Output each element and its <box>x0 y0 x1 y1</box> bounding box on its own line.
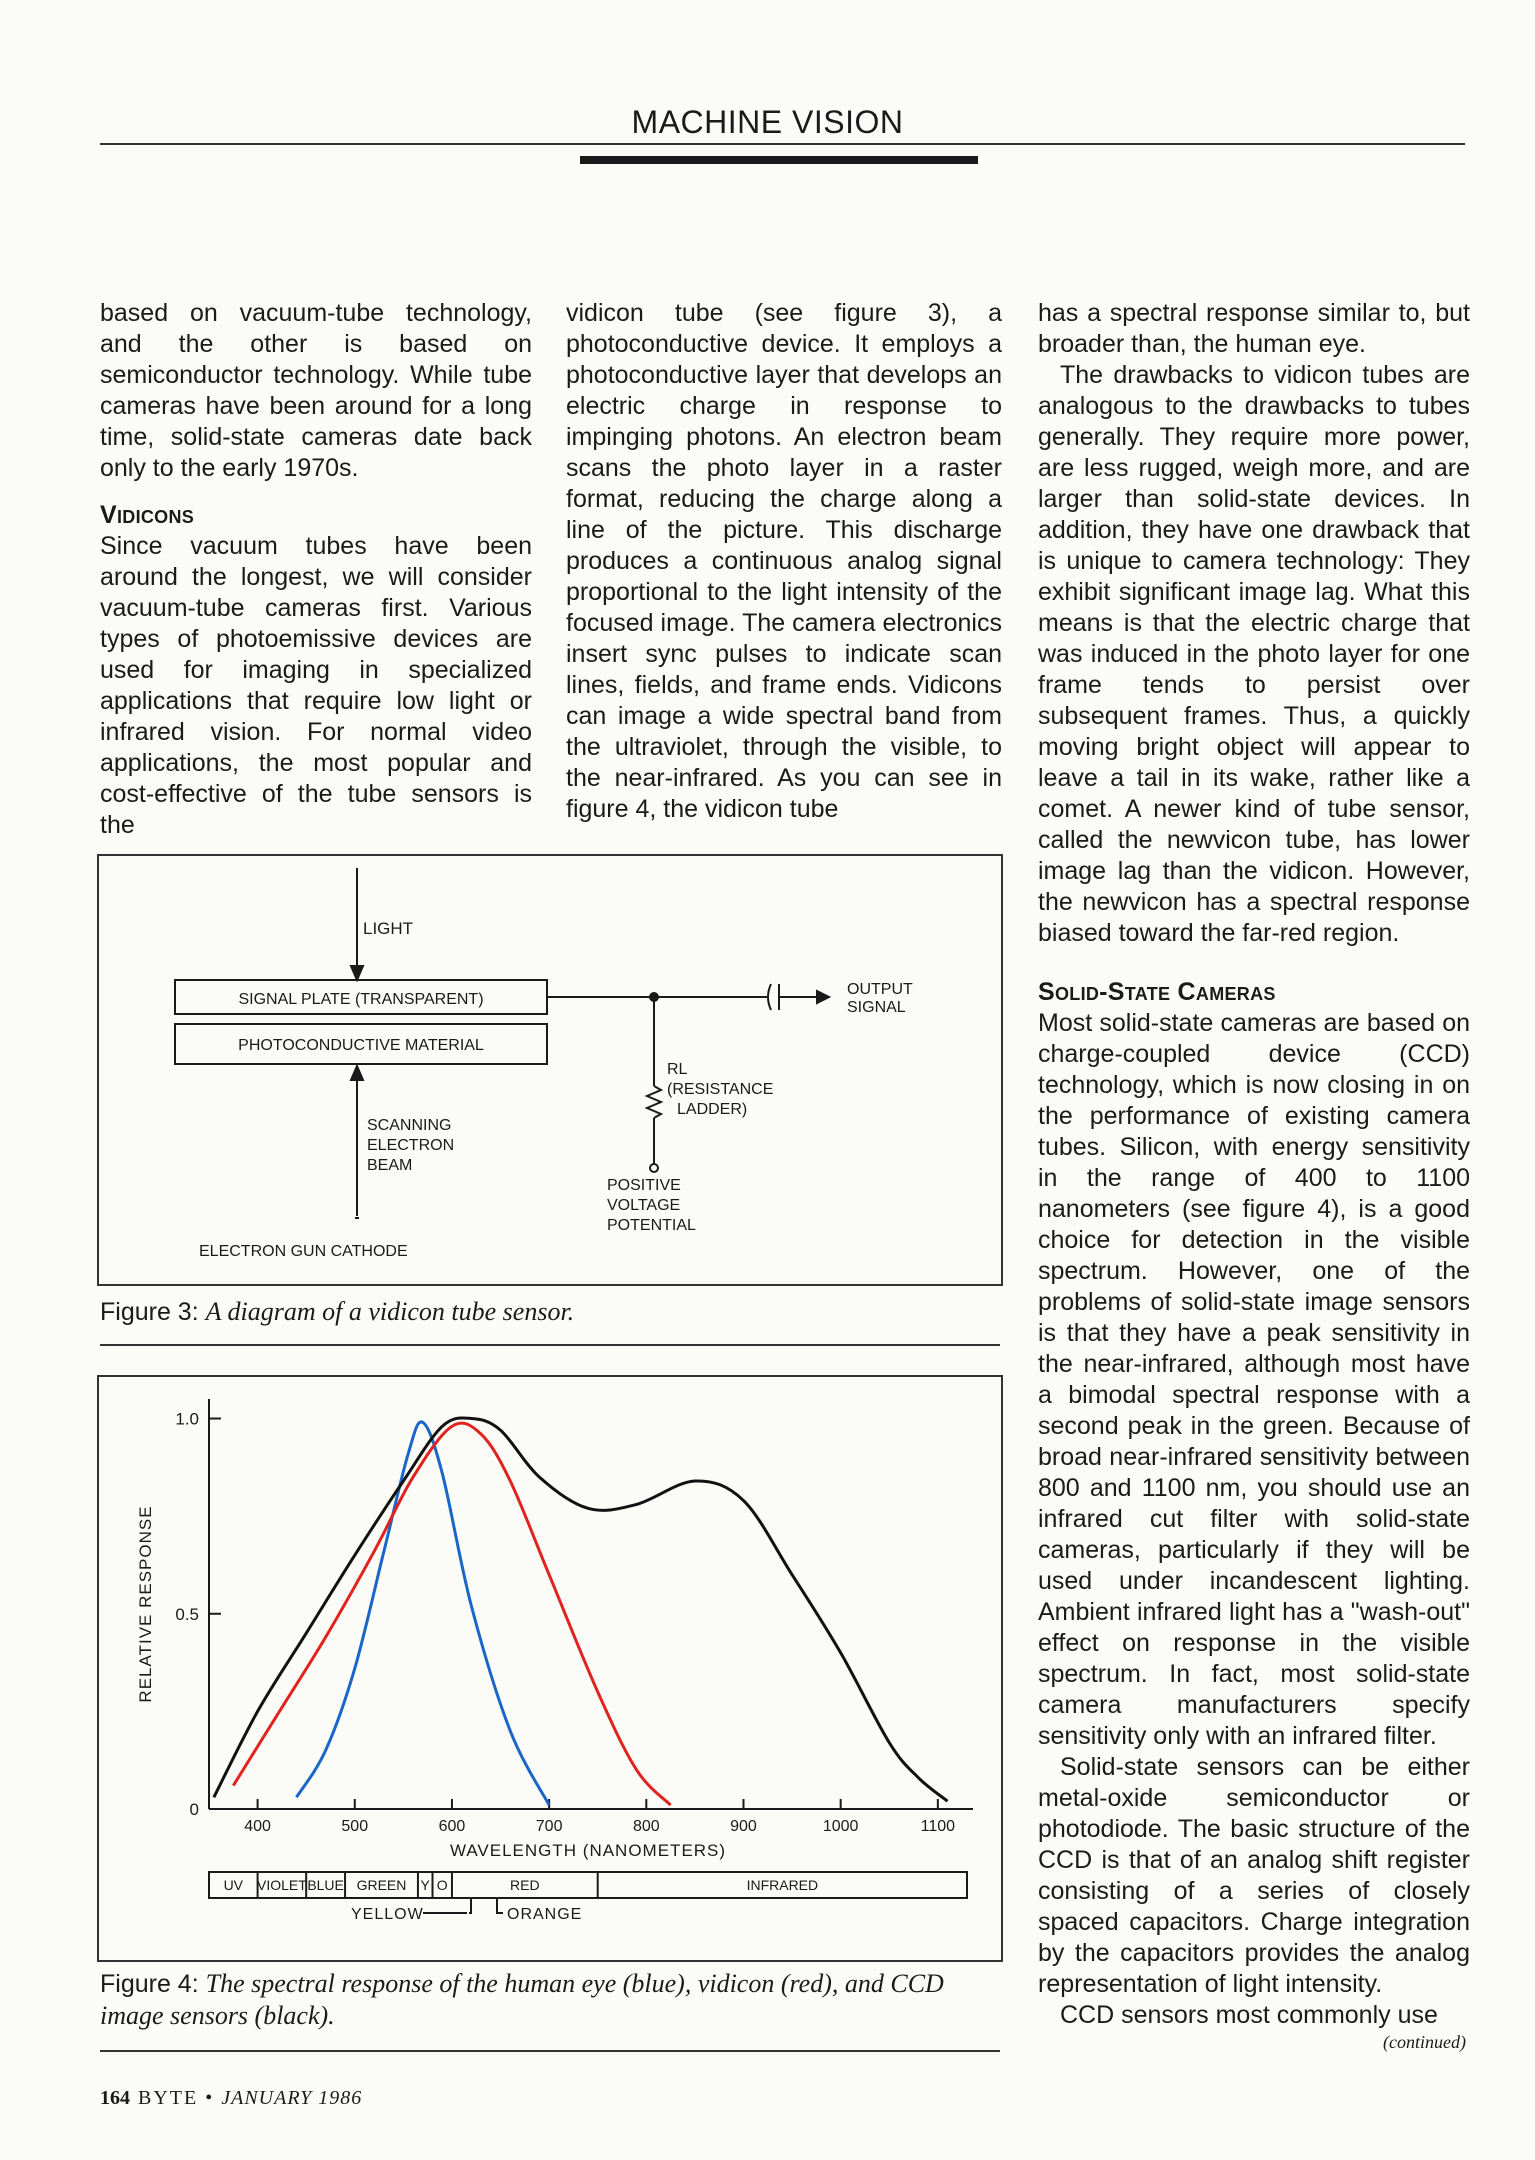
heading-vidicons: Vidicons <box>100 501 195 529</box>
caption-label: Figure 4: <box>100 1970 199 1998</box>
band-label: BLUE <box>307 1877 344 1893</box>
caption-text: The spectral response of the human eye (… <box>100 1969 944 2030</box>
x-tick-label: 1100 <box>921 1818 956 1835</box>
text-column-1: based on vacuum-tube technology, and the… <box>100 298 532 841</box>
caption-rule <box>100 1344 1000 1346</box>
text-column-2: vidicon tube (see figure 3), a photocond… <box>566 298 1002 825</box>
label-signal-plate: SIGNAL PLATE (TRANSPARENT) <box>238 991 483 1008</box>
header-rule <box>100 143 1465 145</box>
x-tick-label: 700 <box>536 1818 563 1835</box>
caption-rule <box>100 2050 1000 2052</box>
label-output: OUTPUT <box>847 981 913 998</box>
paragraph: CCD sensors most commonly use <box>1060 2001 1438 2029</box>
header-bar <box>580 156 978 164</box>
y-tick-label: 1.0 <box>175 1410 199 1429</box>
section-title: MACHINE VISION <box>631 104 904 140</box>
paragraph: Solid-state sensors can be either metal-… <box>1038 1753 1470 1998</box>
x-axis-label: WAVELENGTH (NANOMETERS) <box>450 1841 726 1860</box>
x-tick-label: 400 <box>244 1818 271 1835</box>
series-line-2 <box>232 1421 672 1807</box>
page-footer: 164 BYTE • JANUARY 1986 <box>100 2087 363 2109</box>
band-label: UV <box>224 1877 244 1893</box>
x-tick-label: 600 <box>439 1818 466 1835</box>
label-electron-gun-cathode: ELECTRON GUN CATHODE <box>199 1243 408 1260</box>
heading-solid-state-cameras: Solid-State Cameras <box>1038 978 1276 1006</box>
series-line-1 <box>295 1420 551 1806</box>
band-label: VIOLET <box>257 1877 307 1893</box>
label-potential: POTENTIAL <box>607 1217 696 1234</box>
spectrum-band-box <box>208 1871 968 1899</box>
label-scanning: SCANNING <box>367 1117 451 1134</box>
paragraph: Most solid-state cameras are based on ch… <box>1038 1009 1470 1750</box>
spectral-response-chart: 0 0.5 1.0 400 500 600 700 800 900 1000 1100 RELAT… <box>136 1399 973 1923</box>
paragraph: Since vacuum tubes have been around the … <box>100 532 532 839</box>
paragraph: The drawbacks to vidicon tubes are analo… <box>1038 361 1470 947</box>
caption-text: A diagram of a vidicon tube sensor. <box>205 1297 575 1326</box>
figure-4-box: 0 0.5 1.0 400 500 600 700 800 900 1000 1100 RELAT… <box>97 1375 1003 1962</box>
label-signal: SIGNAL <box>847 999 906 1016</box>
label-ladder: LADDER) <box>677 1101 747 1118</box>
vidicon-diagram: LIGHT SIGNAL PLATE (TRANSPARENT) PHOTOCO… <box>174 868 913 1260</box>
label-electron: ELECTRON <box>367 1137 454 1154</box>
label-photoconductive-material: PHOTOCONDUCTIVE MATERIAL <box>238 1037 484 1054</box>
label-orange: ORANGE <box>507 1906 582 1923</box>
label-voltage: VOLTAGE <box>607 1197 680 1214</box>
caption-label: Figure 3: <box>100 1298 199 1326</box>
label-resistance: (RESISTANCE <box>667 1081 773 1098</box>
band-label: GREEN <box>357 1877 407 1893</box>
paragraph: vidicon tube (see figure 3), a photocond… <box>566 299 1002 823</box>
band-label: Y <box>421 1877 431 1893</box>
figure-3-box: LIGHT SIGNAL PLATE (TRANSPARENT) PHOTOCO… <box>97 854 1003 1286</box>
x-tick-label: 500 <box>341 1818 368 1835</box>
label-beam: BEAM <box>367 1157 412 1174</box>
issue-date: JANUARY 1986 <box>221 2087 363 2109</box>
text-column-3: has a spectral response similar to, but … <box>1038 298 1470 2031</box>
y-tick-label: 0.5 <box>175 1605 199 1624</box>
continued-note: (continued) <box>1383 2032 1466 2052</box>
x-tick-label: 1000 <box>823 1818 859 1835</box>
label-positive: POSITIVE <box>607 1177 681 1194</box>
x-tick-label: 900 <box>730 1818 757 1835</box>
figure-3-caption: Figure 3: A diagram of a vidicon tube se… <box>100 1296 1000 1328</box>
series-line-3 <box>212 1416 949 1803</box>
label-light: LIGHT <box>363 919 413 938</box>
band-label: RED <box>510 1877 540 1893</box>
y-axis-label: RELATIVE RESPONSE <box>136 1505 155 1702</box>
band-label: O <box>437 1877 448 1893</box>
paragraph: has a spectral response similar to, but … <box>1038 299 1470 358</box>
page-number: 164 <box>100 2087 130 2109</box>
band-label: INFRARED <box>747 1877 819 1893</box>
figure-4-caption: Figure 4: The spectral response of the h… <box>100 1968 1000 2032</box>
label-yellow: YELLOW <box>351 1906 424 1923</box>
paragraph: based on vacuum-tube technology, and the… <box>100 299 532 482</box>
label-rl: RL <box>667 1061 688 1078</box>
y-tick-label: 0 <box>190 1800 199 1819</box>
x-tick-label: 800 <box>633 1818 660 1835</box>
